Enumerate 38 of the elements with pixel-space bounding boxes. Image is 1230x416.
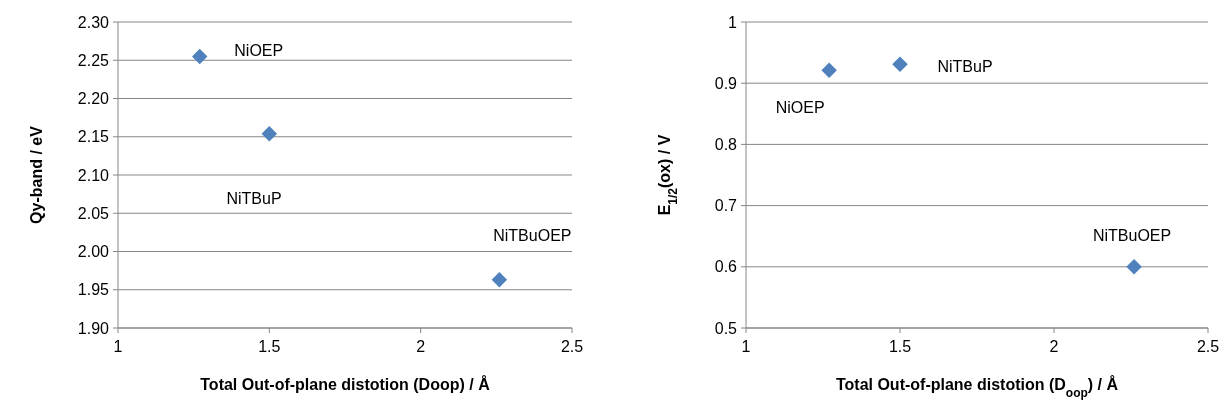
point [491, 272, 508, 288]
annotation: NiOEP [775, 98, 825, 116]
point [821, 62, 837, 79]
y-tick-label: 0.5 [714, 319, 738, 337]
point [191, 48, 208, 65]
y-axis-title: Qy-band / eV [28, 125, 45, 224]
y-tick-label: 0.8 [714, 136, 738, 153]
x-tick-label: 2 [416, 338, 426, 355]
x-axis-title: Total Out-of-plane distotion (D$_{oop}$) / Å [835, 375, 1119, 400]
y-tick-label: 2.20 [77, 90, 110, 108]
x-tick-label: 2.5 [560, 338, 584, 355]
x-tick-label: 1.5 [888, 338, 912, 355]
annotation: NiOEP [234, 42, 284, 60]
annotation: NiTBuOEP [493, 227, 572, 245]
point [892, 56, 908, 72]
y-tick-label: 2.10 [77, 166, 110, 184]
y-tick-label: 1.95 [77, 281, 110, 299]
y-tick-label: 2.15 [77, 128, 110, 146]
y-tick-label: 1.90 [77, 319, 110, 337]
y-tick-label: 2.25 [77, 51, 110, 69]
x-tick-label: 1 [741, 338, 751, 355]
y-tick-label: 0.6 [714, 258, 738, 276]
y-tick-label: 2.00 [77, 243, 110, 261]
y-tick-label: 2.30 [77, 13, 110, 31]
x-axis-title: Total Out-of-plane distotion (Doop) / Å [200, 375, 491, 393]
y-tick-label: 0.7 [714, 197, 738, 215]
y-tick-label: 1 [728, 13, 738, 31]
y-tick-label: 2.05 [77, 204, 110, 222]
point [1126, 259, 1142, 275]
x-tick-label: 2.5 [1196, 338, 1220, 355]
x-tick-label: 1 [113, 338, 123, 355]
x-tick-label: 2 [1049, 338, 1059, 355]
annotation: NiTBuP [226, 189, 282, 207]
y-tick-label: 0.9 [714, 74, 738, 92]
annotation: NiTBuP [937, 57, 993, 75]
point [261, 125, 278, 142]
x-tick-label: 1.5 [258, 338, 281, 355]
annotation: NiTBuOEP [1092, 227, 1172, 245]
